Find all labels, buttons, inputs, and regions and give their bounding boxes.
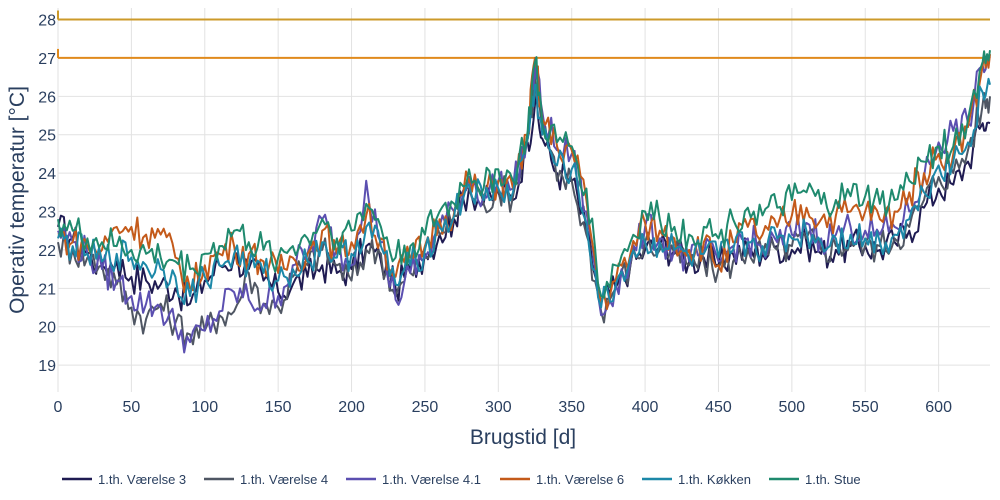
x-tick-label-10: 500 bbox=[779, 399, 806, 416]
y-tick-label-4: 23 bbox=[38, 205, 56, 222]
legend-label-4: 1.th. Køkken bbox=[678, 472, 751, 487]
x-tick-label-3: 150 bbox=[265, 399, 292, 416]
y-tick-label-0: 19 bbox=[38, 358, 56, 375]
x-tick-label-11: 550 bbox=[852, 399, 879, 416]
series-line-2 bbox=[57, 54, 991, 354]
y-tick-label-9: 28 bbox=[38, 13, 56, 30]
x-tick-label-6: 300 bbox=[485, 399, 512, 416]
y-tick-label-5: 24 bbox=[38, 166, 56, 183]
y-tick-label-2: 21 bbox=[38, 281, 56, 298]
y-tick-label-1: 20 bbox=[38, 320, 56, 337]
x-axis-ticks: 0 50 100 150 200 250 300 350 400 450 500 550 600 bbox=[54, 399, 953, 416]
x-tick-label-7: 350 bbox=[558, 399, 585, 416]
x-tick-label-12: 600 bbox=[925, 399, 952, 416]
y-tick-label-8: 27 bbox=[38, 51, 56, 68]
y-tick-label-3: 22 bbox=[38, 243, 56, 260]
y-axis-ticks: 19 20 21 22 23 24 25 26 27 28 bbox=[38, 13, 56, 376]
x-tick-label-1: 50 bbox=[122, 399, 140, 416]
y-axis-title: Operativ temperatur [°C] bbox=[6, 86, 29, 314]
x-tick-label-9: 450 bbox=[705, 399, 732, 416]
series-lines bbox=[57, 50, 991, 354]
y-tick-label-7: 26 bbox=[38, 89, 56, 106]
series-line-3 bbox=[57, 53, 991, 310]
legend-label-2: 1.th. Værelse 4.1 bbox=[382, 472, 481, 487]
x-tick-label-2: 100 bbox=[191, 399, 218, 416]
x-tick-label-0: 0 bbox=[54, 399, 63, 416]
threshold-lines bbox=[57, 10, 990, 59]
x-axis-title: Brugstid [d] bbox=[470, 426, 576, 449]
x-tick-label-8: 400 bbox=[632, 399, 659, 416]
legend-label-0: 1.th. Værelse 3 bbox=[98, 472, 186, 487]
x-tick-label-5: 250 bbox=[412, 399, 439, 416]
legend-label-5: 1.th. Stue bbox=[805, 472, 861, 487]
legend: 1.th. Værelse 3 1.th. Værelse 4 1.th. Være… bbox=[62, 472, 861, 487]
x-tick-label-4: 200 bbox=[338, 399, 365, 416]
series-line-5 bbox=[57, 50, 991, 299]
y-tick-label-6: 25 bbox=[38, 128, 56, 145]
legend-label-3: 1.th. Værelse 6 bbox=[536, 472, 624, 487]
legend-label-1: 1.th. Værelse 4 bbox=[240, 472, 328, 487]
